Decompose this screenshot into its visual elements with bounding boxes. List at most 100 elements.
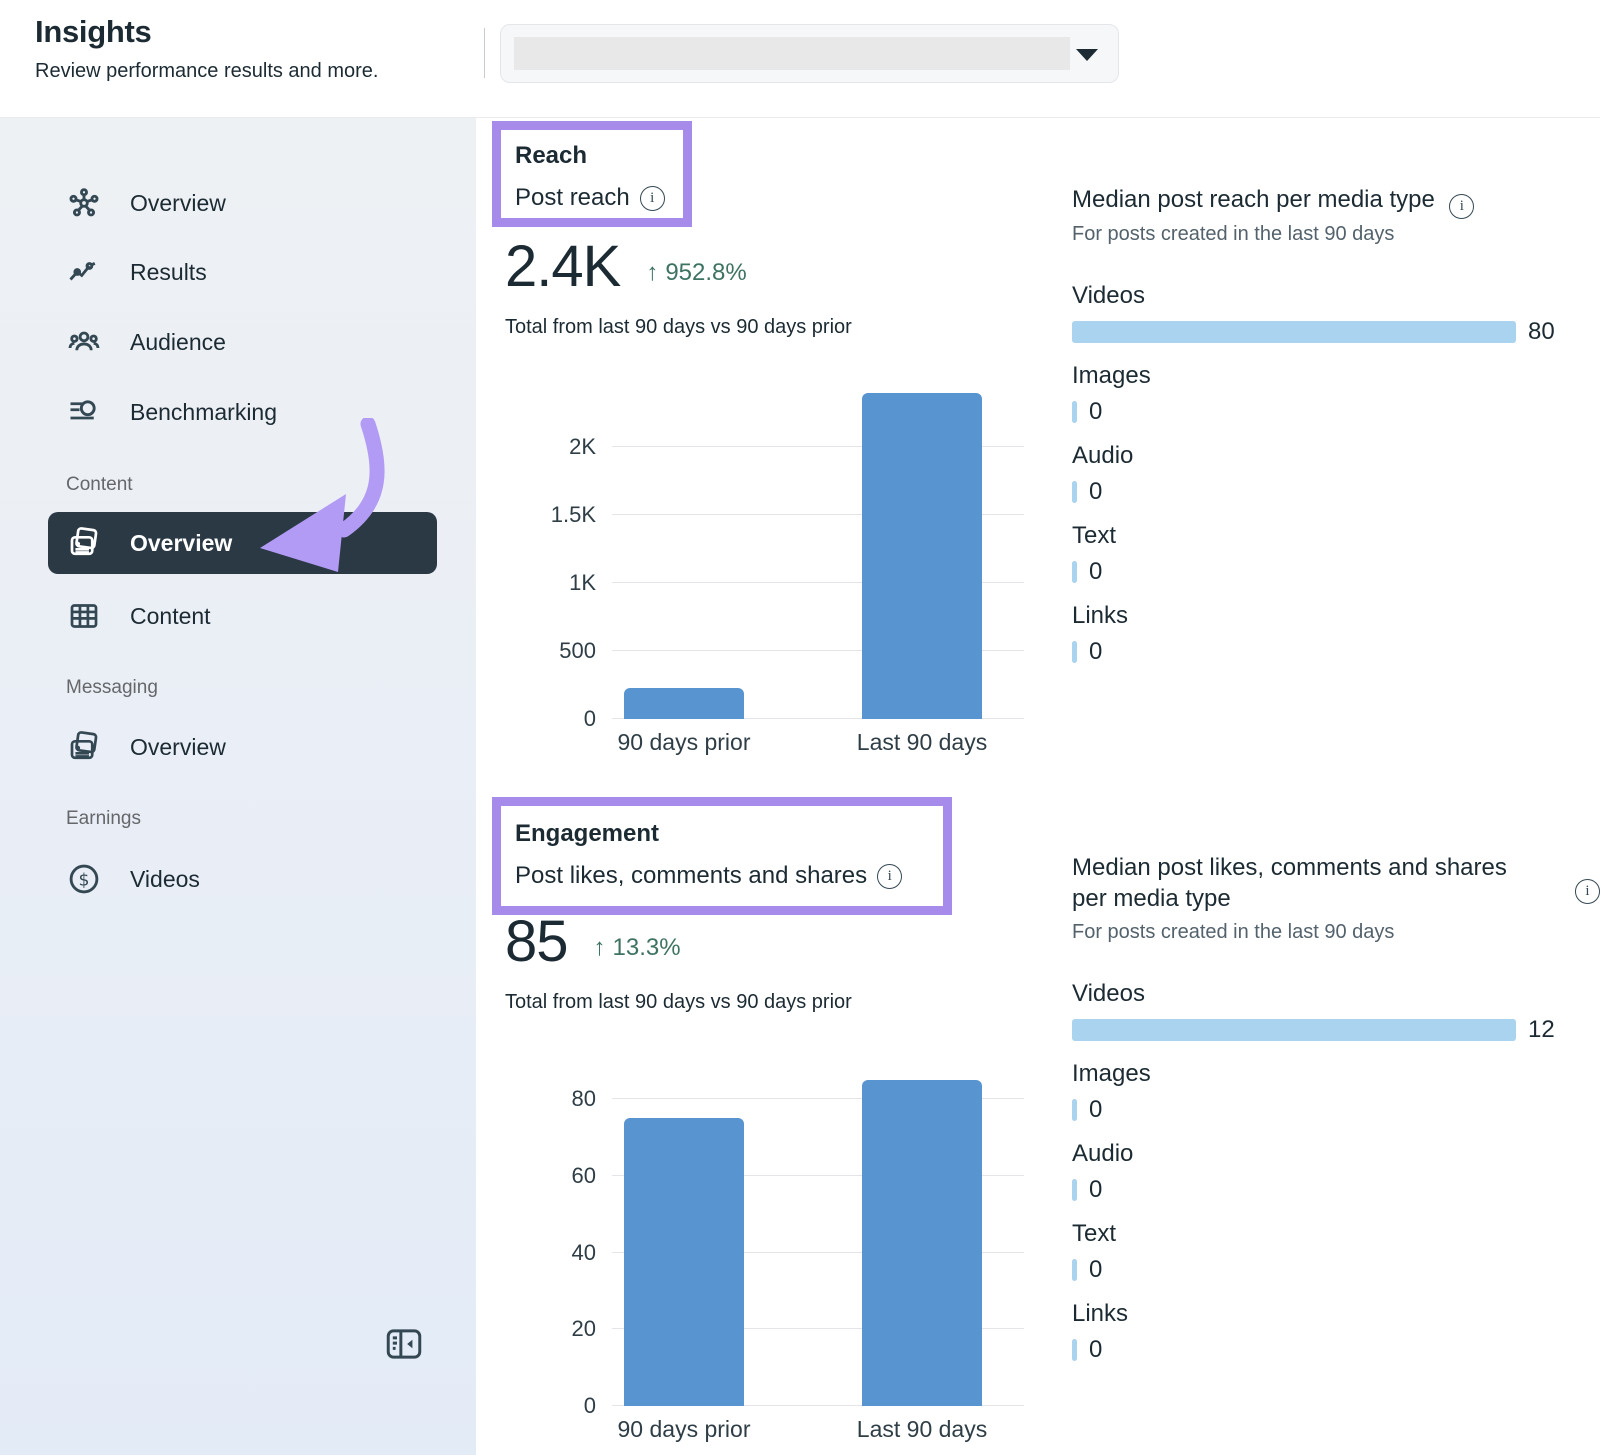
sidebar-item-label: Videos [130,865,200,892]
media-panel-title: Median post reach per media type [1072,186,1435,213]
engagement-chart-plot: 0 20 40 60 80 90 days prior Last 90 days [572,1076,1024,1442]
y-axis-tick: 2K [569,434,596,460]
table-icon [66,598,102,634]
sidebar-item-messaging-overview[interactable]: Overview [48,716,437,778]
page-subtitle: Review performance results and more. [35,60,379,82]
engagement-caption: Total from last 90 days vs 90 days prior [505,991,852,1013]
media-bar [1072,481,1077,503]
media-label: Links [1072,1300,1129,1328]
media-label: Images [1072,362,1151,389]
y-axis-tick: 80 [571,1086,596,1112]
media-bar [1072,1179,1077,1202]
media-label: Links [1072,602,1129,629]
x-axis-label: 90 days prior [617,729,751,755]
posts-icon [66,525,102,561]
engagement-bar-chart: 0 20 40 60 80 90 days prior Last 90 days [508,1076,1028,1455]
media-bar [1072,1339,1077,1362]
media-value: 0 [1089,478,1103,505]
engagement-section-title: Engagement [515,820,660,847]
bar-last-90-days [862,393,982,719]
media-label: Images [1072,1060,1151,1088]
sidebar-item-audience[interactable]: Audience [48,311,437,373]
media-bar [1072,641,1077,663]
info-icon[interactable] [639,185,665,211]
redacted-account-name [514,37,1070,70]
reach-chart-plot: 0 500 1K 1.5K 2K 90 days prior Last 90 days [551,389,1024,755]
info-icon[interactable] [877,863,903,889]
gridline [612,718,1024,719]
svg-text:$: $ [79,870,90,890]
media-panel-subtitle: For posts created in the last 90 days [1072,223,1395,245]
media-row-links: Links 0 [1072,602,1600,665]
reach-section-title: Reach [515,142,588,169]
media-bar [1072,1019,1516,1042]
sidebar-item-label: Results [130,258,207,285]
media-panel-title: Median post likes, comments and shares p… [1072,854,1507,912]
engagement-media-panel: Median post likes, comments and shares p… [1072,853,1600,1380]
media-row-audio: Audio 0 [1072,1140,1600,1203]
up-arrow-icon [594,934,606,962]
sidebar-section-content: Content [66,474,133,495]
reach-annotation-box: Reach Post reach [492,121,692,227]
media-row-videos: Videos 12 [1072,980,1600,1043]
gridline [612,514,1024,516]
network-icon [66,185,102,221]
x-axis-label: 90 days prior [617,1416,751,1442]
gridline [612,1251,1024,1253]
header-divider [484,28,485,78]
engagement-stats: 85 13.3% Total from last 90 days vs 90 d… [505,908,852,1014]
post-reach-metric-label: Post reach [515,184,630,211]
y-axis-tick: 0 [583,706,596,731]
trend-icon [66,254,102,290]
sidebar-item-benchmarking[interactable]: Benchmarking [48,381,437,443]
media-bar [1072,401,1077,423]
media-row-images: Images 0 [1072,362,1600,425]
sidebar-collapse-button[interactable] [383,1323,425,1365]
media-label: Audio [1072,1140,1134,1168]
bar-90-days-prior [624,1118,744,1406]
media-label: Videos [1072,980,1145,1008]
media-value: 0 [1089,398,1103,425]
sidebar: Overview Results Audience [0,117,476,1455]
gridline [612,582,1024,584]
engagement-change: 13.3% [594,934,681,962]
media-panel-subtitle: For posts created in the last 90 days [1072,921,1395,944]
info-icon[interactable] [1449,194,1475,219]
gridline [612,650,1024,652]
media-bar [1072,561,1077,583]
reach-change: 952.8% [646,259,746,287]
reach-bar-chart: 0 500 1K 1.5K 2K 90 days prior Last 90 days [508,389,1028,789]
media-label: Text [1072,522,1117,549]
sidebar-item-label: Overview [130,529,233,556]
y-axis-tick: 0 [583,1393,596,1418]
gridline [612,1405,1024,1406]
sidebar-item-label: Audience [130,328,226,355]
x-axis-label: Last 90 days [856,729,988,755]
sidebar-item-label: Benchmarking [130,398,278,425]
gridline [612,1098,1024,1100]
media-row-images: Images 0 [1072,1060,1600,1124]
sidebar-item-content[interactable]: Content [48,585,437,647]
gridline [612,1328,1024,1330]
media-label: Audio [1072,442,1134,469]
media-value: 0 [1089,1096,1103,1124]
sidebar-item-results[interactable]: Results [48,241,437,303]
engagement-annotation-box: Engagement Post likes, comments and shar… [492,797,952,915]
sidebar-item-overview[interactable]: Overview [48,172,437,234]
info-icon[interactable] [1575,879,1600,904]
chevron-down-icon [1076,49,1098,61]
sidebar-item-content-overview[interactable]: Overview [48,512,437,574]
reach-total-value: 2.4K [505,234,621,299]
reach-media-panel: Median post reach per media type For pos… [1072,185,1600,682]
account-dropdown[interactable] [500,24,1119,83]
sidebar-item-videos[interactable]: $ Videos [48,848,437,910]
media-row-text: Text 0 [1072,1220,1600,1284]
y-axis-tick: 500 [559,638,596,664]
media-value: 0 [1089,1256,1103,1284]
engagement-metric-label: Post likes, comments and shares [515,862,868,889]
y-axis-tick: 1.5K [550,502,596,528]
media-bar-list: Videos 80 Images 0 Audio 0 Text 0 Links 0 [1072,282,1600,665]
dollar-icon: $ [66,861,102,897]
y-axis-tick: 60 [571,1162,596,1188]
page-header: Insights Review performance results and … [0,0,1600,118]
